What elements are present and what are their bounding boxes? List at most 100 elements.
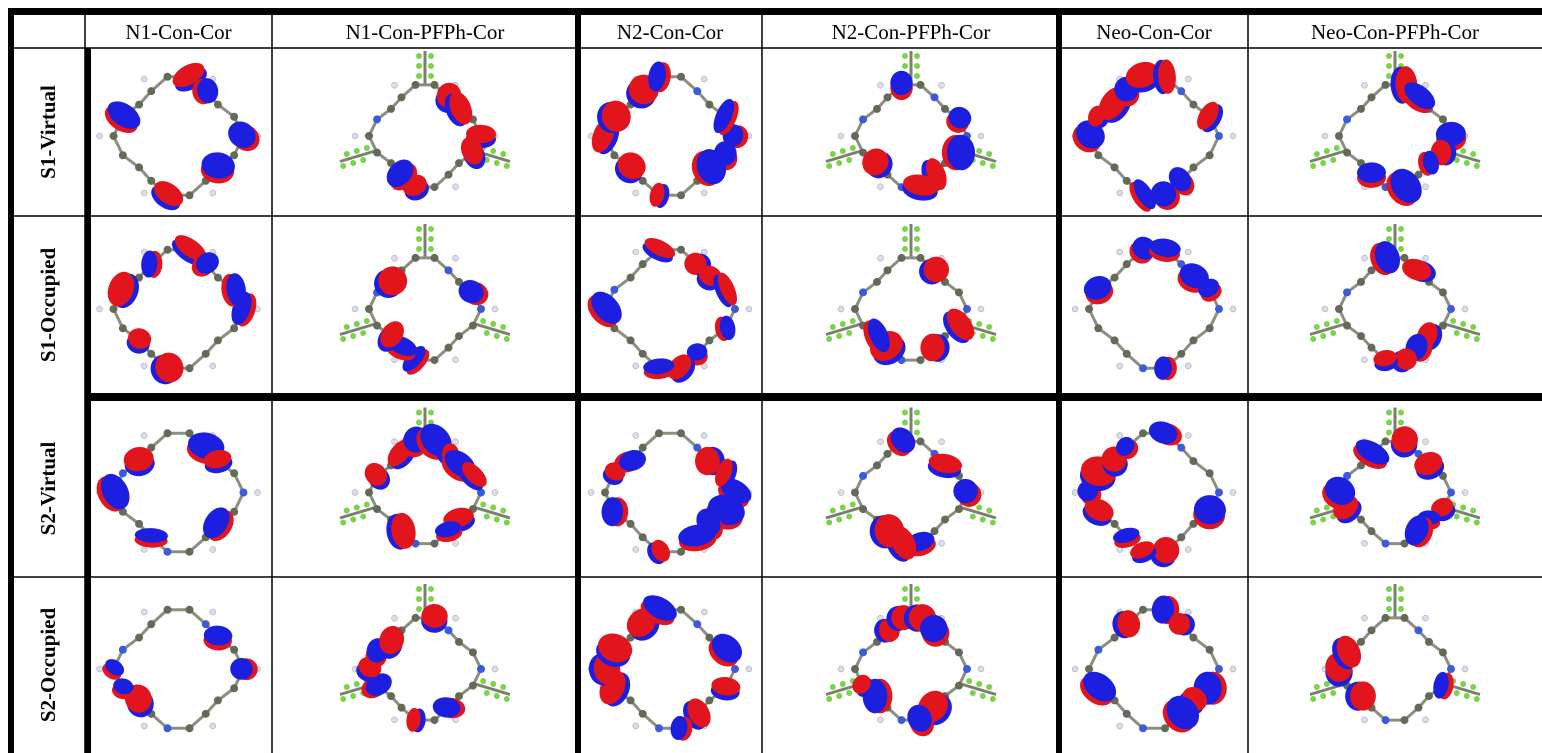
atom-f [416,53,422,59]
atom-f [1386,586,1392,592]
atom-f [350,160,356,166]
atom-f [1324,321,1330,327]
atom-h [1423,255,1429,261]
atom-f [902,236,908,242]
atom [239,489,247,497]
atom [373,505,381,513]
atom-f [500,508,506,514]
atom-f [1330,690,1336,696]
molecule [1310,224,1480,376]
atom-f [1398,606,1404,612]
atom-f [1474,336,1480,342]
atom-f [360,330,366,336]
atom-f [914,410,920,416]
atom [693,620,701,628]
atom-h [746,306,752,312]
atom-f [1386,63,1392,69]
atom-h [210,609,216,615]
atom-h [1072,666,1078,672]
atom [1177,87,1185,95]
atom [147,350,155,358]
atom-f [1470,151,1476,157]
atom [1206,469,1214,477]
column-header: N2-Con-Cor [617,20,723,44]
atom-f [484,514,490,520]
atom [1357,516,1365,524]
atom-f [354,321,360,327]
atom-f [1330,330,1336,336]
molecule [1072,232,1236,381]
atom-f [350,517,356,523]
orbital-lobe [103,268,139,310]
atom [898,254,906,262]
atom-h [392,82,398,88]
atom [1343,322,1351,330]
atom-h [453,184,459,190]
atom-f [1320,693,1326,699]
atom [387,105,395,113]
atom-f [364,318,370,324]
atom-h [1230,666,1236,672]
atom-f [416,73,422,79]
atom-h [1072,490,1078,496]
molecule [826,584,996,740]
atom-h [746,666,752,672]
atom-f [1314,684,1320,690]
atom-f [350,333,356,339]
atom-h [453,255,459,261]
atom-f [1310,696,1316,702]
atom-f [1398,420,1404,426]
atom-h [352,490,358,496]
atom-f [830,151,836,157]
atom-f [850,145,856,151]
atom-f [830,324,836,330]
atom-f [1460,148,1466,154]
atom [185,364,193,372]
atom-h [453,540,459,546]
atom [677,606,685,614]
atom [851,305,859,313]
atom-h [141,190,147,196]
atom [859,648,867,656]
atom-f [976,505,982,511]
atom [365,489,373,497]
atom-f [1310,520,1316,526]
atom-f [1454,514,1460,520]
atom [1177,350,1185,358]
atom-f [1314,151,1320,157]
atom-h [352,133,358,139]
atom [164,246,172,254]
atom [873,461,881,469]
atom-f [364,145,370,151]
atom [147,87,155,95]
atom-f [840,505,846,511]
atom-f [1470,508,1476,514]
atom [884,450,892,458]
atom [655,429,663,437]
atom-h [392,615,398,621]
atom [1425,638,1433,646]
atom-f [990,696,996,702]
atom-f [980,517,986,523]
atom [455,332,463,340]
atom-f [416,420,422,426]
atom-f [902,596,908,602]
atom [164,606,172,614]
atom [1189,336,1197,344]
atom-f [1324,505,1330,511]
atom [202,620,210,628]
atom [627,696,635,704]
atom [445,344,453,352]
atom-f [1464,333,1470,339]
atom-f [480,678,486,684]
figure-table: N1-Con-CorN1-Con-PFPh-CorN2-Con-CorN2-Co… [0,0,1542,753]
atom [1382,81,1390,89]
atom-h [392,717,398,723]
atom-f [902,420,908,426]
atom [214,696,222,704]
atom [1215,132,1223,140]
atom-f [428,246,434,252]
atom-h [1117,363,1123,369]
atom-f [494,693,500,699]
atom [705,101,713,109]
